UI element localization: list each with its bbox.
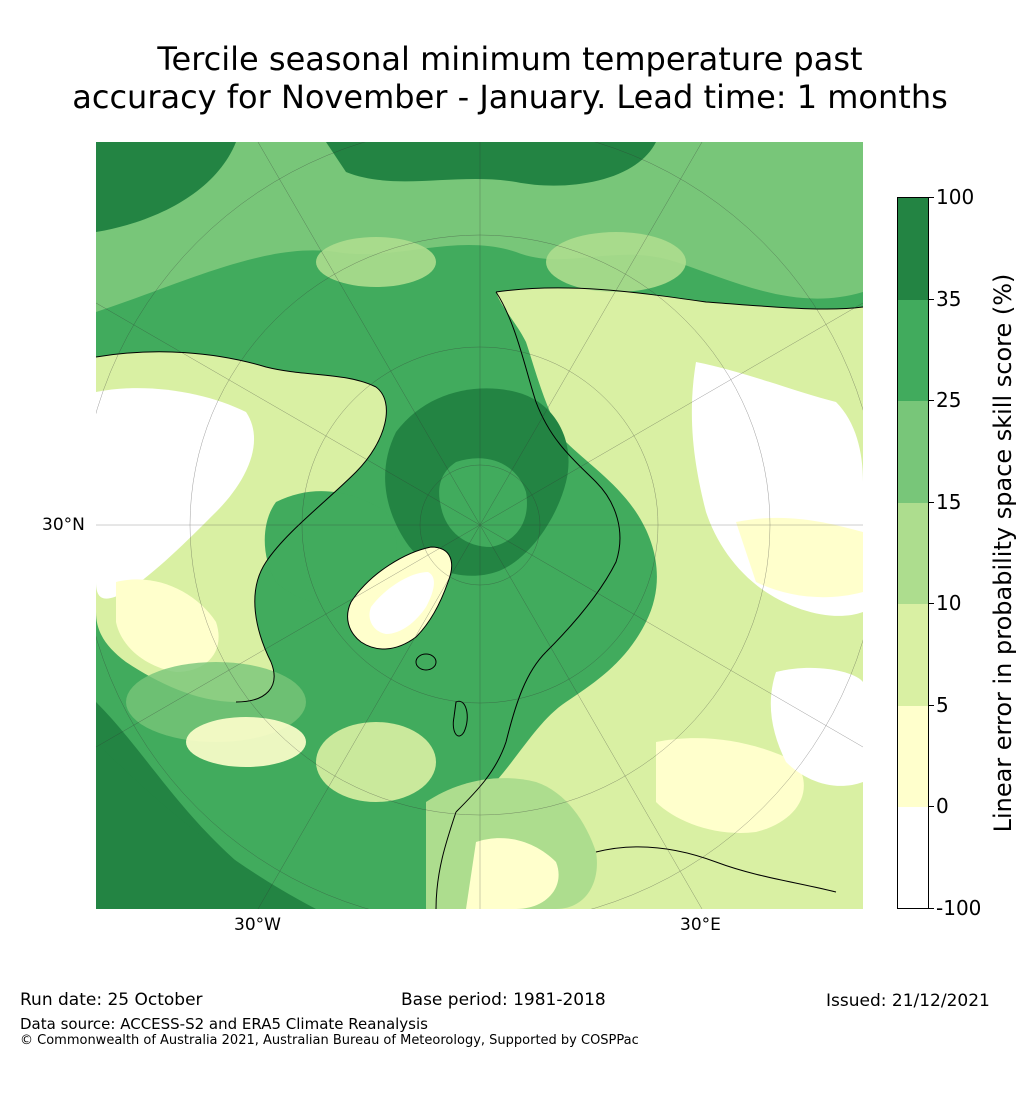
iceland-coast <box>415 653 437 671</box>
meridian-30w <box>257 524 481 909</box>
colorbar-tick-label: 35 <box>936 287 962 311</box>
greenland-ice <box>369 572 434 634</box>
colorbar-tickmark <box>929 502 934 503</box>
graticule <box>96 142 863 909</box>
colorbar-tick-label: 0 <box>936 794 949 818</box>
meridian-nw <box>96 302 481 526</box>
polar-map <box>96 142 863 909</box>
siberia-yellow <box>736 517 863 598</box>
title-line-2: accuracy for November - January. Lead ti… <box>72 78 948 116</box>
copyright: © Commonwealth of Australia 2021, Austra… <box>20 1033 639 1048</box>
north-america-white <box>96 388 255 599</box>
alaska-coast <box>96 351 377 388</box>
colorbar-segment-neg100-0 <box>898 807 928 908</box>
chart-title: Tercile seasonal minimum temperature pas… <box>0 40 1020 116</box>
map-svg <box>96 142 863 909</box>
colorbar-tickmark <box>929 299 934 300</box>
atlantic-mid-patch <box>316 722 436 802</box>
colorbar-segment-35-100 <box>898 198 928 300</box>
colorbar-tick-label: 100 <box>936 185 975 209</box>
meridian-n2 <box>479 142 703 526</box>
colorbar-tick-label: 10 <box>936 591 962 615</box>
data-source: Data source: ACCESS-S2 and ERA5 Climate … <box>20 1015 428 1033</box>
lon-label-30e: 30°E <box>680 915 721 935</box>
asia-white <box>770 667 863 786</box>
meridian-30e <box>479 524 703 909</box>
central-asia-yellow <box>656 738 804 833</box>
lon-label-30w: 30°W <box>234 915 281 935</box>
north-america-yellow <box>116 579 219 672</box>
pacific-dark-patch-west <box>96 142 236 232</box>
colorbar-tick-label: -100 <box>936 896 982 920</box>
eurasia-arctic-coast <box>495 291 621 653</box>
colorbar-label: Linear error in probability space skill … <box>989 273 1017 833</box>
atlantic-dark-corner <box>96 742 316 909</box>
colorbar-tickmark <box>929 908 934 909</box>
meridian-n1 <box>257 142 481 526</box>
colorbar-tick-label: 5 <box>936 693 949 717</box>
title-line-1: Tercile seasonal minimum temperature pas… <box>157 40 863 78</box>
north-africa-yellow <box>466 838 559 909</box>
colorbar-segment-0-5 <box>898 706 928 807</box>
labrador-coast <box>235 661 275 703</box>
atlantic-light-patch <box>186 717 306 767</box>
meridian-ne <box>479 302 863 526</box>
coastlines <box>96 287 863 909</box>
colorbar-tickmark <box>929 705 934 706</box>
base-period: Base period: 1981-2018 <box>401 990 606 1010</box>
colorbar-segment-25-35 <box>898 300 928 401</box>
meridian-se <box>479 524 863 748</box>
pacific-dark-patch <box>326 142 656 186</box>
colorbar <box>897 197 929 909</box>
colorbar-segment-15-25 <box>898 401 928 503</box>
colorbar-tickmark <box>929 603 934 604</box>
greenland-coast <box>347 546 453 650</box>
colorbar-tickmark <box>929 197 934 198</box>
colorbar-tickmark <box>929 806 934 807</box>
colorbar-segment-5-10 <box>898 604 928 706</box>
colorbar-segment-10-15 <box>898 503 928 604</box>
lat-label-30n: 30°N <box>42 515 85 535</box>
siberia-north-coast <box>495 287 863 310</box>
scandinavia-coast <box>455 651 547 813</box>
bering-patch <box>546 232 686 292</box>
pacific-patch <box>96 142 863 312</box>
colorbar-tick-label: 25 <box>936 388 962 412</box>
colorbar-tickmark <box>929 400 934 401</box>
britain-coast <box>452 700 468 737</box>
canada-coast <box>254 386 387 663</box>
europe-coast <box>435 811 457 909</box>
pacific-light-patch <box>316 237 436 287</box>
canadian-arctic <box>264 491 397 606</box>
mediterranean-coast <box>595 846 837 893</box>
colorbar-tick-label: 15 <box>936 490 962 514</box>
meridian-sw <box>96 524 481 748</box>
issued-date: Issued: 21/12/2021 <box>826 991 990 1011</box>
run-date: Run date: 25 October <box>20 990 203 1010</box>
